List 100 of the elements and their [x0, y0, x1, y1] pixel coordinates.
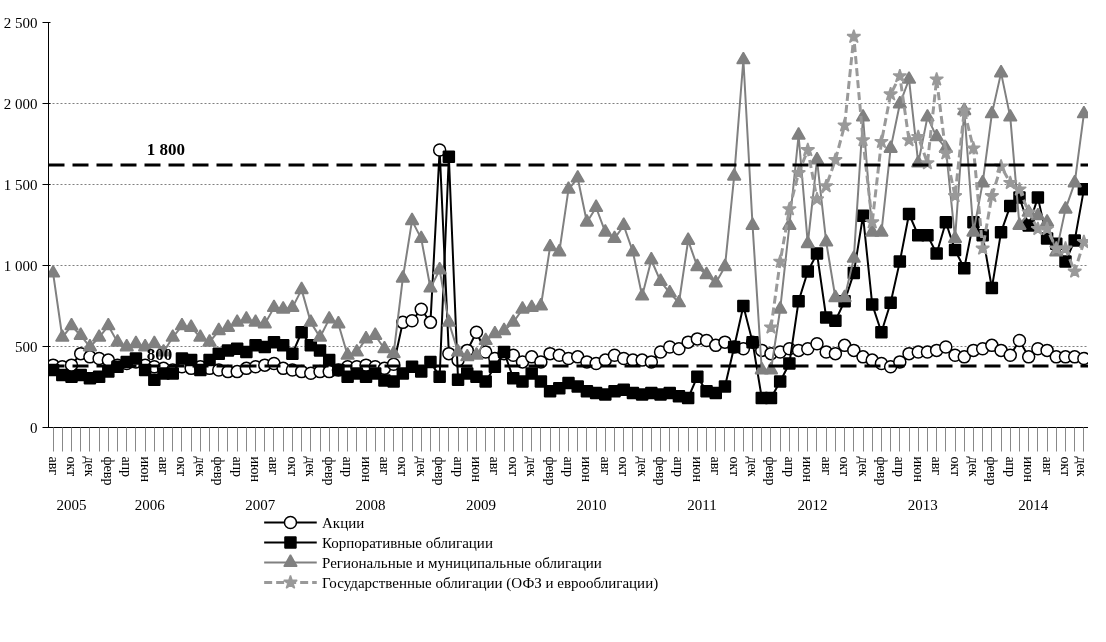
text: 2005 — [56, 496, 87, 513]
point — [966, 140, 981, 155]
y-tick-label: 2 500 — [3, 14, 38, 31]
x-tick-label: февр — [763, 456, 779, 486]
annotation: 1 800 — [146, 140, 185, 160]
x-tick-label: июн — [358, 456, 374, 483]
x-tick-label: авг — [487, 456, 503, 476]
x-tick-label: окт — [1057, 456, 1073, 477]
y-tick-label: 0 — [30, 419, 38, 436]
x-tick-label: окт — [64, 456, 80, 477]
point — [800, 142, 816, 157]
point — [1012, 181, 1027, 196]
point — [1002, 175, 1018, 190]
text: 2006 — [134, 496, 166, 513]
point — [874, 134, 889, 149]
x-tick-label: окт — [395, 456, 411, 477]
point — [1067, 263, 1083, 278]
x-tick-label: июн — [800, 456, 816, 483]
x-tick-label: авг — [156, 456, 172, 476]
legend-label: Региональные и муниципальные облигации — [322, 554, 602, 571]
point — [791, 165, 806, 180]
point — [809, 191, 825, 206]
x-tick-label: апр — [119, 456, 135, 478]
text: 2012 — [797, 496, 828, 513]
x-tick-label: апр — [561, 456, 576, 478]
text: 2009 — [466, 496, 497, 513]
y-tick-label: 1 500 — [3, 176, 38, 193]
x-tick-label: апр — [781, 456, 797, 478]
x-tick-label: февр — [100, 456, 116, 486]
point — [929, 71, 945, 86]
x-tick-label: авг — [376, 456, 392, 476]
x-tick-label: дек — [413, 456, 429, 477]
point — [837, 117, 853, 132]
x-tick-label: февр — [984, 456, 1000, 486]
point — [883, 86, 899, 101]
point — [781, 201, 797, 216]
x-tick-label: авг — [597, 456, 613, 476]
text: 2010 — [576, 496, 607, 513]
x-tick-label: февр — [211, 456, 227, 486]
x-tick-label: апр — [1002, 456, 1018, 478]
legend-label: Корпоративные облигации — [322, 534, 493, 551]
x-tick-label: дек — [634, 456, 650, 477]
x-tick-label: дек — [1073, 456, 1089, 477]
y-tick-label: 2 000 — [3, 95, 38, 112]
point — [846, 29, 862, 44]
text: 2014 — [1018, 496, 1049, 513]
text: 2011 — [687, 496, 717, 513]
x-tick-label: окт — [947, 456, 963, 477]
x-tick-label: авг — [708, 456, 724, 476]
x-tick-label: окт — [616, 456, 632, 477]
point — [1058, 240, 1073, 255]
annotation: 800 — [146, 344, 173, 364]
text: 2008 — [355, 496, 386, 513]
x-tick-label: июн — [910, 456, 926, 483]
x-tick-label: февр — [653, 456, 669, 486]
x-tick-label: апр — [450, 456, 466, 478]
legend-label: Акции — [322, 514, 365, 531]
x-tick-label: окт — [505, 456, 521, 477]
x-tick-label: дек — [82, 456, 98, 477]
x-tick-label: дек — [965, 456, 981, 477]
x-tick-label: авг — [929, 456, 945, 476]
point — [892, 68, 908, 83]
x-tick-label: июн — [468, 456, 484, 483]
x-tick-label: февр — [321, 456, 337, 486]
x-tick-label: июн — [137, 456, 153, 483]
x-tick-label: июн — [248, 456, 264, 483]
x-tick-label: апр — [671, 456, 687, 478]
x-tick-label: дек — [303, 456, 319, 477]
point — [818, 178, 834, 193]
x-tick-label: дек — [745, 456, 761, 477]
x-tick-label: дек — [855, 456, 871, 477]
x-tick-label: дек — [524, 456, 540, 477]
x-tick-label: авг — [818, 456, 834, 476]
point — [910, 129, 926, 144]
x-tick-label: окт — [174, 456, 190, 477]
point — [772, 253, 788, 269]
x-tick-label: апр — [229, 456, 245, 478]
x-tick-label: апр — [340, 456, 356, 478]
y-tick-label: 1 000 — [3, 257, 38, 274]
y-tick-label: 500 — [15, 338, 38, 355]
x-tick-label: авг — [1039, 456, 1055, 476]
x-tick-label: авг — [45, 456, 61, 476]
x-tick-label: окт — [726, 456, 742, 477]
x-tick-label: июн — [579, 456, 595, 483]
point — [938, 145, 954, 160]
point — [975, 240, 991, 255]
text: 2013 — [907, 496, 938, 513]
x-tick-label: окт — [837, 456, 853, 477]
x-tick-label: февр — [873, 456, 889, 486]
point — [984, 188, 1000, 203]
x-tick-label: февр — [542, 456, 558, 486]
x-tick-label: февр — [432, 456, 448, 486]
point — [828, 152, 843, 167]
x-tick-label: авг — [266, 456, 282, 476]
x-tick-label: июн — [689, 456, 705, 483]
point — [763, 319, 779, 334]
x-tick-label: апр — [892, 456, 908, 478]
x-tick-label: июн — [1021, 456, 1037, 483]
x-tick-label: окт — [284, 456, 300, 477]
legend-label: Государственные облигации (ОФЗ и еврооблигации) — [322, 574, 659, 592]
